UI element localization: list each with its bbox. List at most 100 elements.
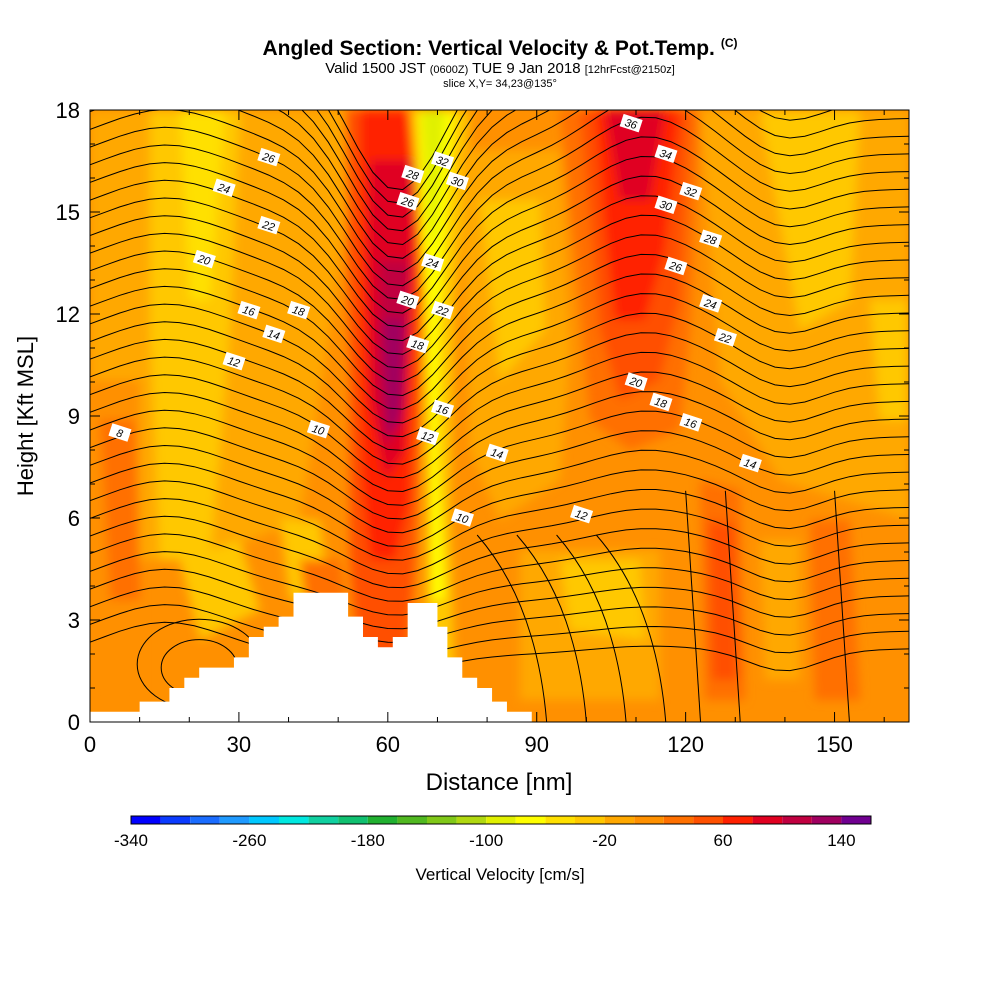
contour-label-text: 20 bbox=[195, 253, 212, 269]
contour-label-text: 10 bbox=[310, 423, 326, 438]
y-tick-label: 3 bbox=[68, 608, 80, 633]
velocity-zone bbox=[180, 540, 260, 640]
velocity-zone bbox=[760, 540, 800, 680]
velocity-zone bbox=[100, 420, 140, 600]
slice-note: slice X,Y= 34,23@135° bbox=[443, 78, 557, 90]
colorbar-swatch bbox=[456, 816, 487, 824]
contour-label-text: 12 bbox=[573, 508, 588, 523]
contour-label-box bbox=[416, 426, 440, 446]
contour-label: 18 bbox=[287, 300, 311, 320]
contour-label-text: 28 bbox=[702, 232, 719, 248]
contour-label-text: 22 bbox=[433, 304, 449, 320]
colorbar-label: Vertical Velocity [cm/s] bbox=[415, 865, 584, 884]
theta-contour bbox=[90, 116, 909, 300]
contour-label-text: 28 bbox=[404, 168, 421, 184]
contour-label-box bbox=[431, 399, 455, 418]
theta-contour bbox=[90, 604, 909, 657]
contour-label-box bbox=[257, 147, 281, 167]
colorbar-swatch bbox=[663, 816, 694, 824]
contour-label-box bbox=[699, 229, 723, 248]
colorbar-swatch bbox=[190, 816, 220, 824]
contour-label: 18 bbox=[649, 392, 673, 411]
colorbar-swatch bbox=[160, 816, 191, 824]
colorbar-ticks: -340 -260 -180 -100 -20 60 140 bbox=[114, 831, 856, 850]
contour-label-box bbox=[664, 256, 688, 276]
colorbar-swatch bbox=[249, 816, 279, 824]
theta-contour bbox=[476, 534, 548, 722]
contour-label-box bbox=[570, 504, 594, 524]
contour-label-box bbox=[192, 249, 216, 269]
contour-label-box bbox=[431, 151, 455, 170]
velocity-zone bbox=[708, 520, 738, 680]
contour-label-text: 14 bbox=[742, 457, 757, 472]
subtitle-utc: (0600Z) bbox=[429, 64, 469, 76]
contour-label-box bbox=[431, 300, 455, 320]
contour-label-box bbox=[396, 290, 420, 310]
theta-contour bbox=[90, 621, 909, 672]
contour-label-box bbox=[699, 294, 723, 313]
colorbar-swatch bbox=[693, 816, 723, 824]
contour-label: 30 bbox=[445, 171, 469, 191]
theta-contour bbox=[90, 195, 909, 355]
y-axis-label: Height [Kft MSL] bbox=[13, 336, 38, 496]
contour-label-box bbox=[406, 334, 430, 354]
colorbar-swatch bbox=[604, 816, 635, 824]
contour-label: 28 bbox=[699, 229, 723, 248]
colorbar-swatch bbox=[841, 816, 871, 824]
contour-label-text: 16 bbox=[434, 403, 450, 418]
colorbar-frame bbox=[130, 815, 872, 825]
contour-label: 36 bbox=[619, 113, 643, 132]
colorbar-swatch bbox=[723, 816, 753, 824]
contour-label-box bbox=[237, 300, 261, 320]
colorbar bbox=[130, 815, 872, 825]
colorbar-tick-label: 140 bbox=[827, 831, 855, 850]
contour-label-text: 24 bbox=[215, 181, 231, 197]
contour-label-text: 14 bbox=[266, 328, 281, 343]
x-tick-label: 120 bbox=[667, 732, 704, 757]
contour-label: 16 bbox=[237, 300, 261, 320]
contour-label: 8 bbox=[108, 423, 132, 442]
contour-label: 28 bbox=[401, 164, 425, 184]
theta-contour bbox=[90, 110, 909, 273]
vertical-velocity-field bbox=[90, 110, 909, 700]
contour-label: 32 bbox=[431, 151, 455, 170]
colorbar-swatch bbox=[367, 816, 398, 824]
colorbar-tick-label: -260 bbox=[232, 831, 266, 850]
y-tick-label: 15 bbox=[56, 200, 80, 225]
colorbar-tick-label: 60 bbox=[714, 831, 733, 850]
theta-contour bbox=[90, 273, 909, 410]
contour-label: 14 bbox=[738, 453, 762, 473]
terrain bbox=[90, 592, 532, 722]
colorbar-swatch bbox=[782, 816, 812, 824]
theta-contour bbox=[90, 136, 909, 314]
contour-label-box bbox=[624, 372, 648, 391]
theta-contour bbox=[277, 110, 834, 246]
contour-label: 32 bbox=[679, 181, 703, 201]
x-tick-label: 150 bbox=[816, 732, 853, 757]
contour-label: 24 bbox=[699, 294, 723, 313]
colorbar-swatch bbox=[219, 816, 250, 824]
contour-label: 16 bbox=[431, 399, 455, 418]
contour-label-text: 32 bbox=[683, 185, 698, 200]
theta-contour bbox=[90, 533, 909, 602]
theta-contour bbox=[724, 490, 741, 722]
contour-label-box bbox=[445, 171, 469, 191]
contour-label-text: 16 bbox=[241, 304, 257, 319]
theta-contour bbox=[90, 586, 909, 644]
velocity-zone bbox=[383, 320, 404, 440]
theta-contour bbox=[90, 253, 909, 397]
contour-label-text: 20 bbox=[399, 293, 416, 309]
velocity-zone bbox=[810, 520, 860, 700]
contour-label: 26 bbox=[664, 256, 688, 276]
contour-label: 26 bbox=[396, 192, 420, 211]
contour-label-box bbox=[287, 300, 311, 320]
theta-contour bbox=[90, 427, 909, 520]
x-axis-label: Distance [nm] bbox=[426, 769, 573, 796]
colorbar-tick-label: -20 bbox=[592, 831, 617, 850]
contour-label-box bbox=[485, 443, 509, 463]
x-tick-label: 30 bbox=[227, 732, 251, 757]
y-tick-label: 0 bbox=[68, 710, 80, 735]
contour-label: 12 bbox=[416, 426, 440, 446]
